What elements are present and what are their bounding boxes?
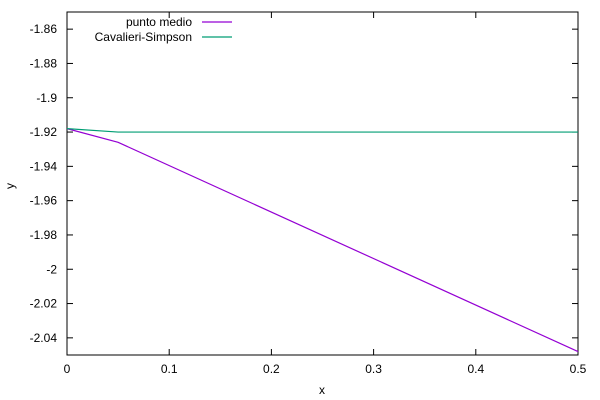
y-tick-label: -1.86 bbox=[30, 22, 58, 36]
x-tick-label: 0.3 bbox=[365, 362, 382, 376]
legend-label: punto medio bbox=[126, 15, 192, 29]
y-tick-label: -2.02 bbox=[30, 297, 58, 311]
y-axis-label: y bbox=[3, 183, 17, 189]
x-tick-label: 0.4 bbox=[467, 362, 484, 376]
series-layer bbox=[66, 128, 579, 353]
x-tick-label: 0.1 bbox=[161, 362, 178, 376]
series-line bbox=[66, 128, 579, 353]
y-tick-label: -1.88 bbox=[30, 56, 58, 70]
x-axis-label: x bbox=[319, 383, 325, 397]
x-tick-label: 0 bbox=[64, 362, 71, 376]
plot-frame bbox=[66, 11, 579, 356]
y-tick-label: -1.94 bbox=[30, 159, 58, 173]
y-tick-label: -1.92 bbox=[30, 125, 58, 139]
series-line bbox=[66, 128, 578, 133]
x-tick-label: 0.5 bbox=[570, 362, 587, 376]
y-tick-label: -1.9 bbox=[36, 91, 57, 105]
y-tick-label: -1.96 bbox=[30, 194, 58, 208]
legend-label: Cavalieri-Simpson bbox=[95, 30, 192, 44]
plot-area bbox=[66, 11, 579, 356]
x-axis-ticks: 0 0.1 0.2 0.3 0.4 0.5 bbox=[64, 12, 587, 376]
y-tick-label: -1.98 bbox=[30, 228, 58, 242]
x-tick-label: 0.2 bbox=[263, 362, 280, 376]
y-tick-label: -2.04 bbox=[30, 331, 58, 345]
y-axis-ticks: -1.86 -1.88 -1.9 -1.92 -1.94 -1.96 -1.98 -2 -2.0… bbox=[30, 22, 578, 345]
y-tick-label: -2 bbox=[46, 262, 57, 276]
